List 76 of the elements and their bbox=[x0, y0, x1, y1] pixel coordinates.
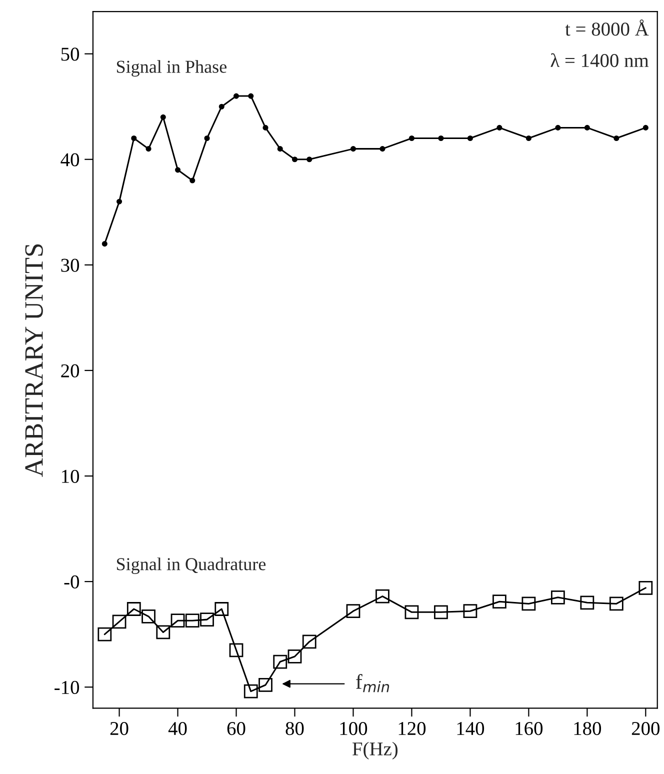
point bbox=[614, 135, 620, 142]
point bbox=[438, 135, 444, 142]
point bbox=[170, 614, 185, 628]
y-tick-label: -0 bbox=[64, 575, 80, 588]
point bbox=[262, 124, 268, 130]
point bbox=[273, 654, 288, 669]
point bbox=[404, 605, 419, 620]
point bbox=[555, 124, 561, 130]
point bbox=[350, 146, 356, 152]
point bbox=[126, 602, 141, 616]
y-tick-label: 10 bbox=[62, 470, 80, 483]
x-tick-label: 60 bbox=[227, 722, 246, 736]
x-tick-label: 140 bbox=[457, 722, 484, 736]
point bbox=[229, 643, 244, 658]
point bbox=[463, 604, 478, 618]
point bbox=[642, 124, 648, 130]
point bbox=[376, 589, 390, 604]
x-tick-label: 180 bbox=[574, 722, 602, 736]
point bbox=[98, 627, 112, 642]
point bbox=[200, 612, 214, 626]
point bbox=[244, 684, 258, 698]
point bbox=[496, 124, 502, 130]
point bbox=[190, 178, 196, 184]
point bbox=[288, 650, 302, 664]
x-axis-title: F(Hz) bbox=[352, 742, 398, 760]
point bbox=[258, 678, 272, 692]
x-tick-label: 80 bbox=[286, 722, 304, 736]
point bbox=[156, 625, 170, 640]
point bbox=[131, 135, 137, 142]
point bbox=[292, 156, 298, 162]
y-tick-label: -10 bbox=[54, 680, 80, 694]
x-tick-label: 20 bbox=[110, 722, 128, 736]
point bbox=[580, 596, 594, 610]
y-tick-label: 30 bbox=[61, 258, 80, 272]
point bbox=[112, 614, 126, 629]
x-tick-label: 120 bbox=[398, 722, 426, 736]
point bbox=[204, 135, 210, 142]
point bbox=[434, 605, 448, 620]
point bbox=[174, 167, 181, 173]
x-tick-label: 160 bbox=[516, 722, 543, 736]
point bbox=[214, 602, 229, 616]
y-tick-label: 50 bbox=[61, 48, 80, 61]
point bbox=[116, 198, 122, 204]
y-axis-title: ARBITRARY UNITS bbox=[25, 244, 43, 477]
point bbox=[380, 146, 386, 152]
annotation: λ = 1400 nm bbox=[550, 53, 649, 68]
point bbox=[233, 93, 240, 99]
series-label: Signal in Quadrature bbox=[116, 558, 266, 574]
point bbox=[638, 580, 653, 595]
y-tick-label: 40 bbox=[60, 153, 80, 166]
point bbox=[492, 594, 506, 609]
series-label: Signal in Phase bbox=[116, 60, 226, 77]
point bbox=[306, 156, 312, 162]
point bbox=[277, 146, 283, 152]
point bbox=[142, 609, 156, 624]
point bbox=[522, 596, 536, 611]
point bbox=[346, 604, 360, 618]
point bbox=[609, 596, 624, 611]
point bbox=[146, 146, 152, 152]
y-tick-label: 20 bbox=[61, 364, 80, 378]
point bbox=[218, 104, 224, 110]
point bbox=[248, 93, 254, 99]
point bbox=[302, 634, 316, 649]
point bbox=[408, 135, 414, 142]
point bbox=[526, 135, 532, 142]
annotation: t = 8000 Å bbox=[565, 20, 649, 36]
point bbox=[102, 241, 108, 247]
point bbox=[160, 114, 166, 120]
x-tick-label: 200 bbox=[632, 722, 660, 736]
x-tick-label: 40 bbox=[168, 722, 187, 736]
point bbox=[185, 614, 200, 628]
annotation: f$_{min}$ bbox=[356, 674, 390, 692]
point bbox=[550, 590, 565, 604]
x-tick-label: 100 bbox=[340, 722, 368, 736]
point bbox=[584, 124, 590, 130]
point bbox=[467, 135, 473, 142]
